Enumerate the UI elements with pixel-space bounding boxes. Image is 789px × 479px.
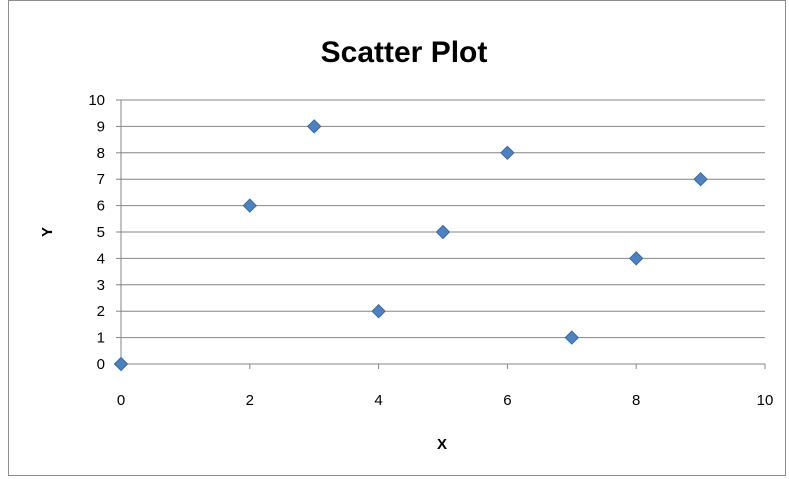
- y-tick-label: 2: [97, 303, 105, 320]
- x-axis-title: X: [437, 436, 447, 453]
- data-point: [628, 251, 644, 266]
- x-tick-label: 8: [632, 392, 640, 409]
- data-point: [113, 356, 129, 372]
- x-tick-label: 0: [117, 392, 125, 409]
- y-tick-label: 9: [97, 118, 105, 135]
- y-tick-label: 8: [97, 145, 105, 162]
- chart-title: Scatter Plot: [321, 36, 488, 69]
- data-points: [113, 119, 708, 372]
- y-tick-label: 0: [97, 356, 105, 373]
- chart-area: [8, 0, 786, 476]
- y-tick-label: 3: [97, 277, 105, 294]
- x-axis-tick-labels: 0 2 4 6 8 10: [117, 392, 774, 409]
- gridlines: [121, 99, 765, 339]
- y-tick-label: 6: [97, 198, 105, 215]
- y-axis-tick-labels: 0 1 2 3 4 5 6 7 8 9 10: [88, 92, 105, 373]
- data-point: [500, 145, 515, 161]
- x-tick-label: 2: [246, 392, 254, 409]
- data-point: [306, 119, 322, 134]
- data-point: [371, 303, 386, 319]
- y-tick-label: 4: [97, 250, 105, 267]
- data-point: [242, 198, 258, 213]
- x-tick-label: 4: [374, 392, 382, 409]
- axes: [116, 99, 766, 369]
- x-tick-label: 6: [503, 392, 511, 409]
- y-tick-label: 10: [88, 92, 105, 109]
- data-point: [564, 330, 580, 345]
- data-point: [435, 224, 451, 240]
- y-tick-label: 7: [97, 171, 105, 188]
- y-tick-label: 5: [97, 224, 105, 241]
- y-tick-label: 1: [97, 330, 105, 347]
- y-axis-title: Y: [39, 227, 56, 237]
- x-tick-label: 10: [757, 392, 774, 409]
- data-point: [693, 171, 708, 187]
